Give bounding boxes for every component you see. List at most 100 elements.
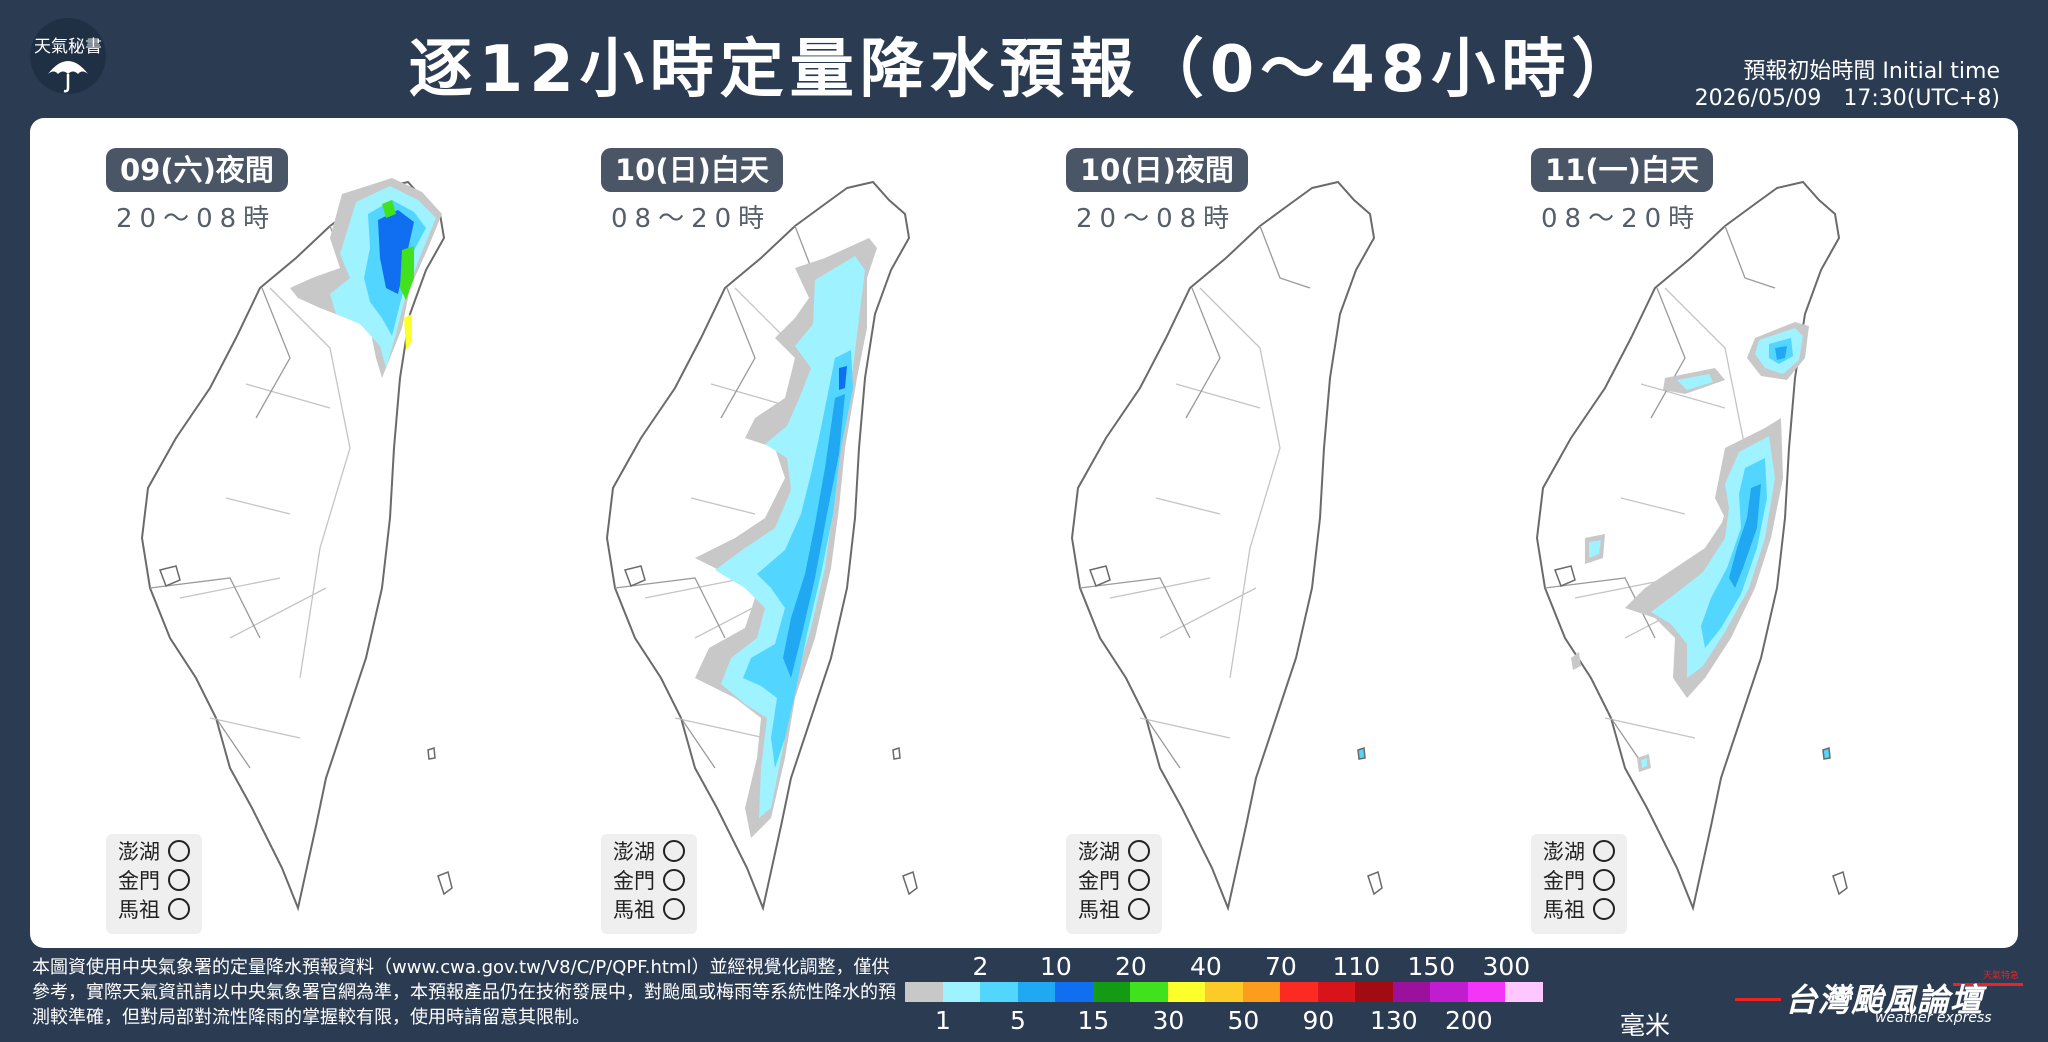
legend-swatch <box>905 982 943 1002</box>
period-badge-1: 09(六)夜間 <box>106 148 288 192</box>
matsu-row: 馬祖 <box>1066 896 1162 922</box>
initial-time: 預報初始時間 Initial time 2026/05/09 17:30(UTC… <box>1695 58 2000 112</box>
page-title: 逐12小時定量降水預報（0～48小時） <box>408 33 1642 107</box>
taiwan-map-2 <box>605 180 918 912</box>
legend-swatch <box>1317 982 1355 1002</box>
period-hours-4: 08～20時 <box>1541 204 1702 234</box>
period-badge-3: 10(日)夜間 <box>1066 148 1248 192</box>
penghu-row: 澎湖 <box>106 838 202 864</box>
legend-swatch <box>1205 982 1243 1002</box>
matsu-label: 馬祖 <box>1543 897 1585 922</box>
legend-bottom-label: 30 <box>1152 1006 1185 1035</box>
taiwan-map-4 <box>1535 180 1848 912</box>
map-panel: 09(六)夜間 20～08時 澎湖 金門 馬祖 <box>30 118 2018 948</box>
penghu-row: 澎湖 <box>601 838 697 864</box>
legend-swatch <box>1092 982 1130 1002</box>
brand-subtitle: weather express <box>1875 1010 1992 1026</box>
kinmen-row: 金門 <box>1066 867 1162 893</box>
no-rain-marker <box>1128 868 1150 891</box>
no-rain-marker <box>168 868 190 891</box>
no-rain-marker <box>1593 839 1615 862</box>
no-rain-marker <box>663 868 685 891</box>
map-panel-3: 10(日)夜間 20～08時 澎湖 金門 馬祖 <box>960 118 1425 948</box>
legend-bottom-label: 1 <box>935 1006 951 1035</box>
rainfall-legend: 2 10 20 40 70 110 150 300 1 5 15 30 50 90 130 200 毫米 <box>905 950 1675 1040</box>
initial-time-label: 預報初始時間 Initial time <box>1743 59 2000 84</box>
outer-islands-box-1: 澎湖 金門 馬祖 <box>106 834 202 934</box>
no-rain-marker <box>168 839 190 862</box>
no-rain-marker <box>1593 868 1615 891</box>
legend-top-label: 10 <box>1040 952 1072 981</box>
legend-bottom-label: 200 <box>1445 1006 1493 1035</box>
matsu-label: 馬祖 <box>1078 897 1120 922</box>
no-rain-marker <box>1593 897 1615 920</box>
brand-logo: 天氣特急 台灣颱風論壇 weather express <box>1735 971 2025 1026</box>
brand-name: 台灣颱風論壇 <box>1785 981 1984 1019</box>
legend-top-label: 40 <box>1190 952 1222 981</box>
outer-islands-box-2: 澎湖 金門 馬祖 <box>601 834 697 934</box>
period-badge-2: 10(日)白天 <box>601 148 783 192</box>
kinmen-row: 金門 <box>1531 867 1627 893</box>
period-hours-2: 08～20時 <box>611 204 772 234</box>
map-panel-2: 10(日)白天 08～20時 澎湖 金門 馬祖 <box>495 118 960 948</box>
kinmen-label: 金門 <box>118 868 160 893</box>
kinmen-row: 金門 <box>601 867 697 893</box>
legend-swatch <box>1430 982 1468 1002</box>
legend-swatch <box>1017 982 1055 1002</box>
taiwan-map-3 <box>1070 180 1383 912</box>
legend-swatch <box>980 982 1018 1002</box>
legend-bottom-label: 15 <box>1077 1006 1110 1035</box>
outer-islands-box-4: 澎湖 金門 馬祖 <box>1531 834 1627 934</box>
map-panel-1: 09(六)夜間 20～08時 澎湖 金門 馬祖 <box>30 118 495 948</box>
period-badge-4: 11(一)白天 <box>1531 148 1713 192</box>
legend-swatch <box>1355 982 1393 1002</box>
legend-swatch <box>1280 982 1318 1002</box>
brand-line <box>1735 998 1781 1001</box>
penghu-row: 澎湖 <box>1066 838 1162 864</box>
legend-unit: 毫米 <box>1620 1011 1671 1040</box>
penghu-label: 澎湖 <box>613 839 655 864</box>
legend-swatch <box>942 982 980 1002</box>
outer-islands-box-3: 澎湖 金門 馬祖 <box>1066 834 1162 934</box>
penghu-label: 澎湖 <box>1078 839 1120 864</box>
penghu-row: 澎湖 <box>1531 838 1627 864</box>
taiwan-map-1 <box>140 178 453 912</box>
legend-top-label: 70 <box>1265 952 1297 981</box>
map-panel-4: 11(一)白天 08～20時 澎湖 金門 馬祖 <box>1425 118 1890 948</box>
matsu-label: 馬祖 <box>613 897 655 922</box>
no-rain-marker <box>1128 839 1150 862</box>
legend-swatch <box>1055 982 1093 1002</box>
legend-top-label: 150 <box>1407 952 1456 981</box>
matsu-label: 馬祖 <box>118 897 160 922</box>
no-rain-marker <box>663 839 685 862</box>
legend-top-label: 300 <box>1482 952 1531 981</box>
legend-color-bar <box>905 982 1543 1002</box>
kinmen-label: 金門 <box>1078 868 1120 893</box>
period-hours-1: 20～08時 <box>116 204 277 234</box>
footnote: 本圖資使用中央氣象署的定量降水預報資料（www.cwa.gov.tw/V8/C/… <box>32 957 896 1028</box>
legend-swatch <box>1167 982 1205 1002</box>
legend-bottom-label: 130 <box>1370 1006 1418 1035</box>
legend-top-label: 20 <box>1115 952 1147 981</box>
legend-swatch <box>1505 982 1543 1002</box>
penghu-label: 澎湖 <box>1543 839 1585 864</box>
logo-text: 天氣秘書 <box>34 37 102 57</box>
legend-swatch <box>1392 982 1430 1002</box>
legend-swatch <box>1242 982 1280 1002</box>
penghu-label: 澎湖 <box>118 839 160 864</box>
kinmen-label: 金門 <box>1543 868 1585 893</box>
legend-bottom-label: 90 <box>1302 1006 1335 1035</box>
legend-top-label: 2 <box>972 952 989 981</box>
matsu-row: 馬祖 <box>601 896 697 922</box>
legend-swatch <box>1130 982 1168 1002</box>
logo: 天氣秘書 <box>30 18 106 102</box>
legend-top-label: 110 <box>1332 952 1381 981</box>
brand-tag: 天氣特急 <box>1983 971 2020 981</box>
legend-bottom-label: 5 <box>1010 1006 1026 1035</box>
umbrella-icon <box>48 61 88 93</box>
kinmen-label: 金門 <box>613 868 655 893</box>
initial-time-value: 2026/05/09 17:30(UTC+8) <box>1694 86 2000 111</box>
matsu-row: 馬祖 <box>106 896 202 922</box>
matsu-row: 馬祖 <box>1531 896 1627 922</box>
brand-line <box>1953 983 2023 986</box>
